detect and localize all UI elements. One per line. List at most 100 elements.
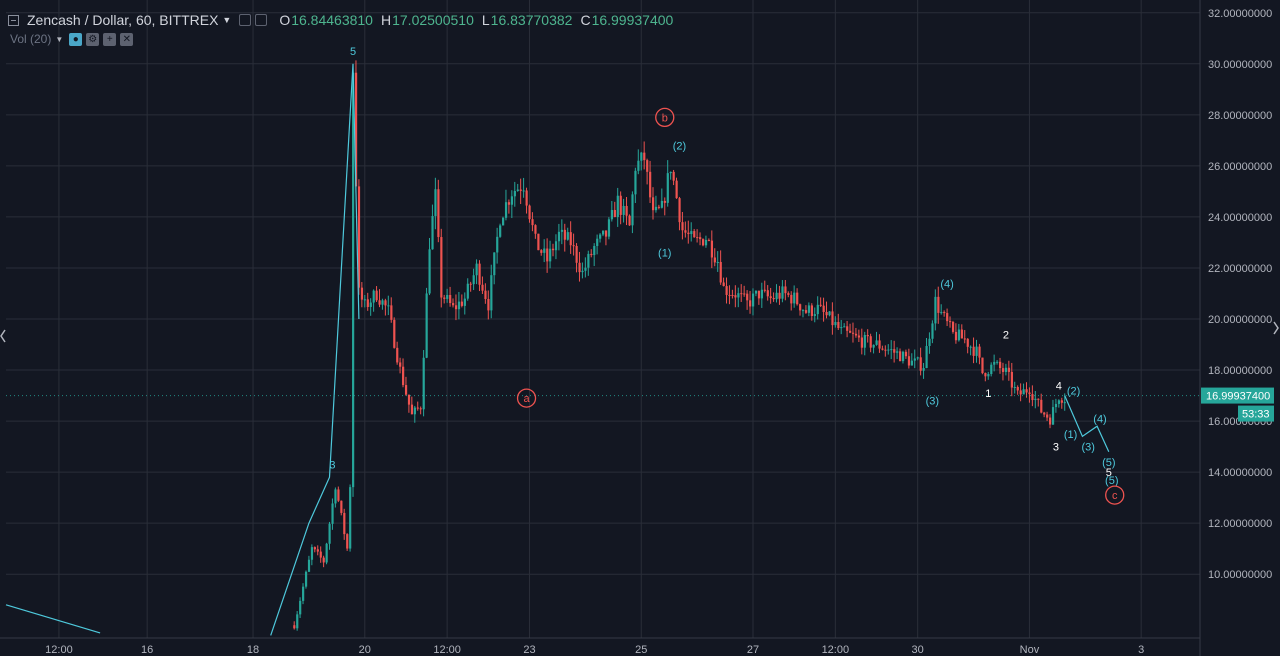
- wave-label[interactable]: (4): [940, 278, 953, 290]
- candle-body: [593, 245, 596, 256]
- wave-label[interactable]: (3): [1082, 442, 1095, 454]
- candle-body: [760, 289, 764, 299]
- candle-body: [1043, 412, 1046, 415]
- candle-body: [1040, 399, 1043, 413]
- candle-body: [560, 229, 564, 232]
- candle-body: [484, 290, 487, 299]
- wave-line[interactable]: [5, 604, 101, 634]
- wave-label[interactable]: a: [523, 393, 530, 405]
- candle-body: [828, 311, 831, 316]
- wave-label[interactable]: 5: [1106, 467, 1112, 479]
- collapse-icon[interactable]: [8, 14, 19, 26]
- candle-body: [663, 200, 666, 203]
- candle-body: [684, 230, 687, 233]
- eye-icon[interactable]: ●: [69, 32, 83, 46]
- wave-label[interactable]: (1): [1064, 429, 1077, 441]
- candle-body: [454, 305, 458, 310]
- candle-body: [819, 304, 822, 306]
- wave-label[interactable]: (2): [1067, 385, 1080, 397]
- wave-label[interactable]: 3: [1053, 442, 1059, 454]
- candle-body: [1037, 398, 1040, 400]
- candle-body: [572, 245, 575, 247]
- candle-body: [552, 248, 555, 251]
- candle-body: [404, 385, 408, 395]
- wave-label[interactable]: 2: [1003, 329, 1009, 341]
- candle-body: [460, 301, 464, 306]
- symbol-title[interactable]: Zencash / Dollar, 60, BITTREX: [27, 12, 219, 28]
- wave-label[interactable]: 5: [350, 46, 356, 58]
- candle-body: [884, 349, 887, 351]
- chevron-down-icon[interactable]: ▼: [55, 34, 64, 44]
- close-icon[interactable]: [255, 14, 268, 26]
- candle-body: [1007, 367, 1011, 372]
- candle-body: [516, 189, 519, 191]
- candle-body: [366, 299, 369, 307]
- candle-body: [869, 336, 872, 348]
- candle-body: [449, 295, 452, 304]
- candle-body: [378, 300, 381, 305]
- x-tick-label: 23: [523, 644, 535, 656]
- wave-label[interactable]: (3): [926, 396, 939, 408]
- candle-body: [804, 310, 808, 313]
- candle-body: [613, 209, 616, 218]
- wave-label[interactable]: (4): [1093, 414, 1106, 426]
- candle-body: [999, 361, 1002, 369]
- wave-line[interactable]: [1064, 395, 1110, 452]
- candle-body: [701, 239, 705, 246]
- candle-body: [863, 335, 866, 348]
- candle-body: [716, 261, 719, 263]
- chevron-down-icon[interactable]: ▼: [222, 15, 232, 25]
- candle-body: [590, 253, 593, 256]
- wave-label[interactable]: 3: [329, 459, 335, 471]
- candle-body: [440, 237, 443, 298]
- candle-body: [666, 173, 669, 203]
- x-tick-label: 12:00: [822, 644, 850, 656]
- y-tick-label: 18.00000000: [1208, 365, 1272, 377]
- candle-body: [966, 338, 969, 347]
- wave-label[interactable]: b: [662, 112, 668, 124]
- candle-body: [610, 209, 614, 220]
- candle-body: [631, 194, 634, 226]
- candle-body: [607, 219, 611, 237]
- settings-icon[interactable]: [239, 14, 252, 26]
- candle-body: [657, 206, 661, 208]
- y-tick-label: 22.00000000: [1208, 263, 1272, 275]
- close-icon[interactable]: ✕: [120, 32, 134, 46]
- wave-label[interactable]: (5): [1102, 457, 1115, 469]
- y-tick-label: 20.00000000: [1208, 314, 1272, 326]
- candle-body: [522, 190, 525, 192]
- candle-body: [978, 346, 981, 358]
- candle-body: [302, 586, 305, 601]
- settings-icon[interactable]: ⚙: [86, 32, 100, 46]
- candle-body: [325, 543, 328, 563]
- wave-label[interactable]: (1): [658, 248, 671, 260]
- wave-label[interactable]: (5): [1105, 475, 1118, 487]
- wave-label[interactable]: 4: [1056, 380, 1062, 392]
- candle-body: [943, 312, 946, 314]
- candle-body: [369, 302, 372, 307]
- candle-body: [443, 297, 446, 299]
- candle-body: [437, 189, 440, 238]
- candle-body: [707, 239, 711, 241]
- right-scroll-icon[interactable]: [1273, 321, 1279, 335]
- candle-body: [669, 171, 672, 174]
- wave-label[interactable]: (2): [673, 140, 686, 152]
- candle-body: [778, 292, 781, 299]
- candle-body: [531, 219, 534, 226]
- left-scroll-icon[interactable]: [0, 329, 6, 343]
- plus-icon[interactable]: +: [103, 32, 117, 46]
- candle-body: [428, 249, 431, 294]
- wave-label[interactable]: 1: [985, 388, 991, 400]
- candle-body: [937, 296, 940, 313]
- candle-body: [781, 286, 784, 299]
- candle-body: [654, 206, 658, 211]
- candle-body: [604, 230, 608, 237]
- candle-body: [704, 239, 708, 246]
- candle-body: [763, 289, 766, 291]
- wave-line[interactable]: [270, 63, 360, 636]
- candle-body: [984, 373, 987, 377]
- wave-label[interactable]: c: [1112, 490, 1118, 502]
- volume-label[interactable]: Vol (20): [10, 32, 52, 46]
